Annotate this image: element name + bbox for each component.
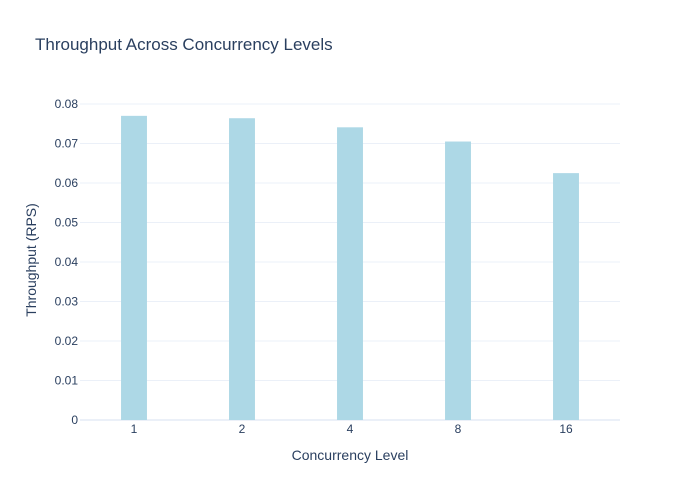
- y-tick-label: 0: [71, 413, 78, 427]
- y-tick-label: 0.03: [55, 295, 79, 309]
- y-tick-label: 0.06: [55, 176, 79, 190]
- bar-8[interactable]: [445, 141, 471, 420]
- bar-16[interactable]: [553, 173, 579, 420]
- y-tick-label: 0.01: [55, 374, 79, 388]
- bar-2[interactable]: [229, 118, 255, 420]
- y-tick-label: 0.08: [55, 97, 79, 111]
- chart-title: Throughput Across Concurrency Levels: [35, 35, 333, 54]
- x-tick-label: 2: [239, 422, 246, 436]
- x-axis-label: Concurrency Level: [292, 447, 409, 463]
- bar-4[interactable]: [337, 127, 363, 421]
- x-tick-label: 16: [559, 422, 573, 436]
- bar-1[interactable]: [121, 115, 147, 420]
- y-tick-label: 0.07: [55, 137, 79, 151]
- x-tick-label: 1: [131, 422, 138, 436]
- y-tick-label: 0.02: [55, 334, 79, 348]
- x-tick-label: 4: [347, 422, 354, 436]
- x-tick-label: 8: [455, 422, 462, 436]
- bars: [121, 115, 579, 421]
- y-tick-label: 0.04: [55, 255, 79, 269]
- x-axis-ticks: 1 2 4 8 16: [131, 422, 573, 436]
- y-axis-ticks: 0 0.01 0.02 0.03 0.04 0.05 0.06 0.07 0.08: [55, 97, 79, 427]
- y-tick-label: 0.05: [55, 216, 79, 230]
- y-axis-label: Throughput (RPS): [23, 203, 39, 317]
